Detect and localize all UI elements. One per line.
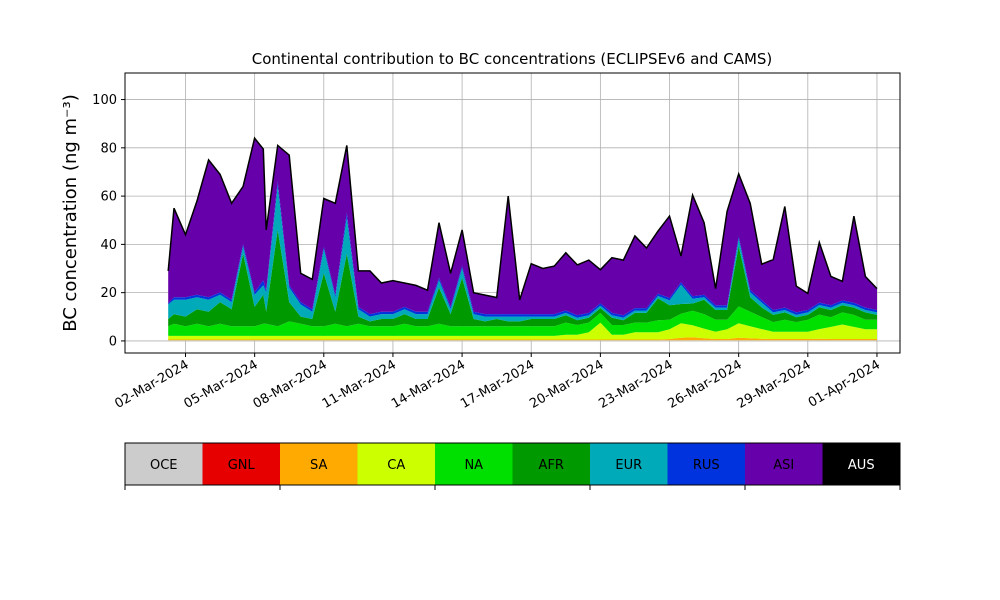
area-series-ca — [168, 322, 877, 340]
legend-label-asi: ASI — [773, 458, 794, 473]
legend-label-na: NA — [464, 458, 483, 473]
x-tick-label: 05-Mar-2024 — [182, 357, 261, 411]
legend-swatch-rus — [667, 443, 745, 485]
y-axis-label: BC concentration (ng m⁻³) — [60, 94, 81, 332]
y-tick-label: 0 — [109, 334, 117, 349]
legend-label-rus: RUS — [693, 458, 720, 473]
y-tick-label: 100 — [92, 93, 117, 108]
area-series-sa — [168, 337, 877, 341]
stacked-areas — [167, 136, 878, 341]
chart-title: Continental contribution to BC concentra… — [252, 50, 773, 68]
y-tick-label: 80 — [100, 141, 117, 156]
x-tick-label: 02-Mar-2024 — [112, 357, 191, 411]
area-series-asi — [168, 138, 877, 316]
x-tick-label: 17-Mar-2024 — [458, 357, 537, 411]
legend-label-gnl: GNL — [228, 458, 256, 473]
x-tick-label: 08-Mar-2024 — [251, 357, 330, 411]
legend-swatch-afr — [512, 443, 590, 485]
x-tick-label: 01-Apr-2024 — [806, 357, 883, 410]
legend-label-eur: EUR — [615, 458, 642, 473]
y-tick-label: 40 — [100, 238, 117, 253]
x-tick-label: 26-Mar-2024 — [666, 357, 745, 411]
legend-label-afr: AFR — [539, 458, 564, 473]
legend-label-sa: SA — [310, 458, 327, 473]
legend-swatch-aus — [822, 443, 900, 485]
y-tick-label: 60 — [100, 190, 117, 205]
x-tick-label: 11-Mar-2024 — [320, 357, 399, 411]
x-tick-label: 20-Mar-2024 — [527, 357, 606, 411]
area-series-oce — [168, 340, 877, 341]
legend-swatch-gnl — [202, 443, 280, 485]
x-tick-label: 29-Mar-2024 — [735, 357, 814, 411]
legend-swatch-sa — [280, 443, 358, 485]
area-series-na — [168, 306, 877, 336]
legend-swatch-na — [435, 443, 513, 485]
legend-label-ca: CA — [387, 458, 405, 473]
y-tick-label: 20 — [100, 286, 117, 301]
x-tick-label: 14-Mar-2024 — [389, 357, 468, 411]
legend-label-oce: OCE — [150, 458, 178, 473]
legend-label-aus: AUS — [848, 458, 875, 473]
plot-frame — [124, 72, 901, 354]
legend-swatch-oce — [125, 443, 203, 485]
legend-swatch-ca — [357, 443, 435, 485]
legend-frame — [124, 442, 901, 486]
legend-swatch-eur — [590, 443, 668, 485]
colorbar-legend: OCE GNL SA CA NA AFR EUR RUS ASI AUS — [124, 442, 901, 490]
legend-swatch-asi — [745, 443, 823, 485]
area-series-afr — [168, 229, 877, 327]
total-outline — [167, 136, 878, 301]
x-tick-label: 23-Mar-2024 — [596, 357, 675, 411]
